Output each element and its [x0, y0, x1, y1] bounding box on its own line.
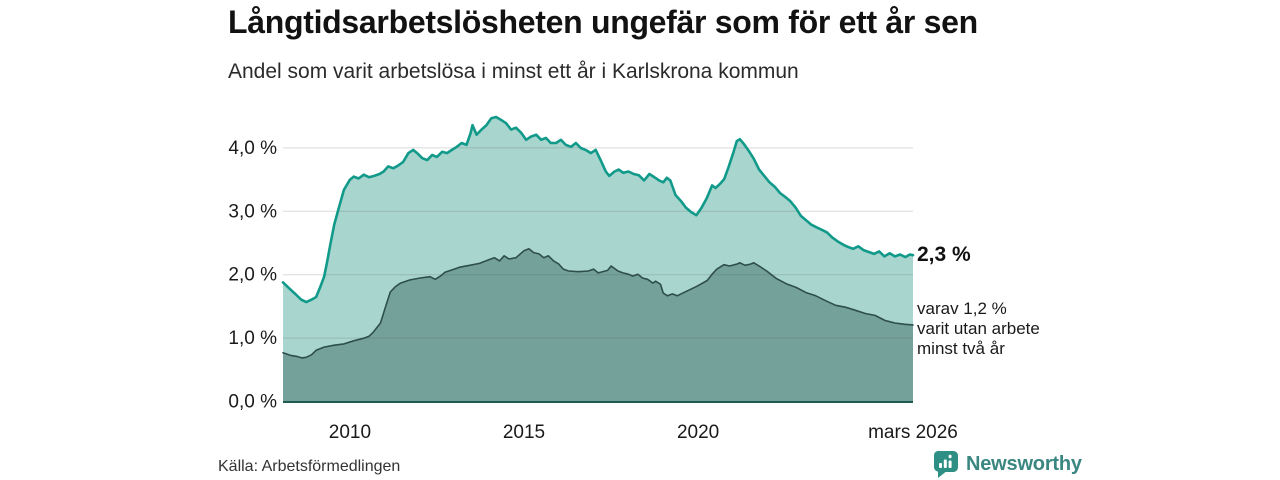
chart-title: Långtidsarbetslösheten ungefär som för e… — [228, 4, 978, 40]
newsworthy-wordmark: Newsworthy — [966, 452, 1082, 475]
y-tick-label: 2,0 % — [228, 265, 277, 286]
source-label: Källa: Arbetsförmedlingen — [218, 458, 401, 475]
x-tick-label: 2010 — [329, 422, 371, 443]
x-axis-labels: 2010 2015 2020 mars 2026 — [329, 422, 958, 443]
y-tick-label: 3,0 % — [228, 201, 277, 222]
line-two-year — [282, 248, 914, 359]
y-tick-label: 0,0 % — [228, 392, 277, 413]
x-tick-label: 2015 — [503, 422, 545, 443]
y-tick-label: 1,0 % — [228, 328, 277, 349]
x-tick-label: mars 2026 — [868, 422, 958, 443]
y-tick-label: 4,0 % — [228, 138, 277, 159]
end-value-label: 2,3 % — [917, 243, 971, 266]
gridlines — [283, 147, 913, 339]
line-total — [281, 115, 915, 304]
two-year-annotation: varav 1,2 % varit utan arbete minst två … — [917, 299, 1040, 359]
x-tick-label: 2020 — [677, 422, 719, 443]
area-two-year-fill — [283, 248, 913, 401]
annotation-line: minst två år — [917, 339, 1005, 358]
annotation-line: varit utan arbete — [917, 319, 1040, 338]
newsworthy-logo: Newsworthy — [933, 450, 1082, 478]
chart-subtitle: Andel som varit arbetslösa i minst ett å… — [228, 60, 799, 83]
newsworthy-icon — [933, 450, 958, 478]
annotation-line: varav 1,2 % — [917, 299, 1007, 318]
y-axis-labels: 0,0 % 1,0 % 2,0 % 3,0 % 4,0 % — [228, 138, 277, 413]
